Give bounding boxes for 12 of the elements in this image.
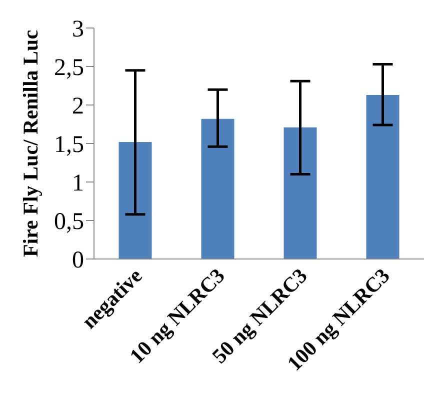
y-tick-label: 1,5 <box>54 132 84 158</box>
bar <box>201 118 234 259</box>
y-tick-label: 2,5 <box>54 55 84 82</box>
y-tick-label: 0 <box>72 248 84 274</box>
y-tick-label: 0,5 <box>54 209 84 236</box>
y-tick-label: 1 <box>72 170 84 197</box>
bar <box>366 94 400 259</box>
bar <box>118 142 152 259</box>
y-axis-title: Fire Fly Luc/ Renilla Luc <box>18 30 42 258</box>
y-tick-label: 2 <box>72 94 84 120</box>
bar <box>284 127 317 259</box>
y-tick-label: 3 <box>72 16 84 43</box>
